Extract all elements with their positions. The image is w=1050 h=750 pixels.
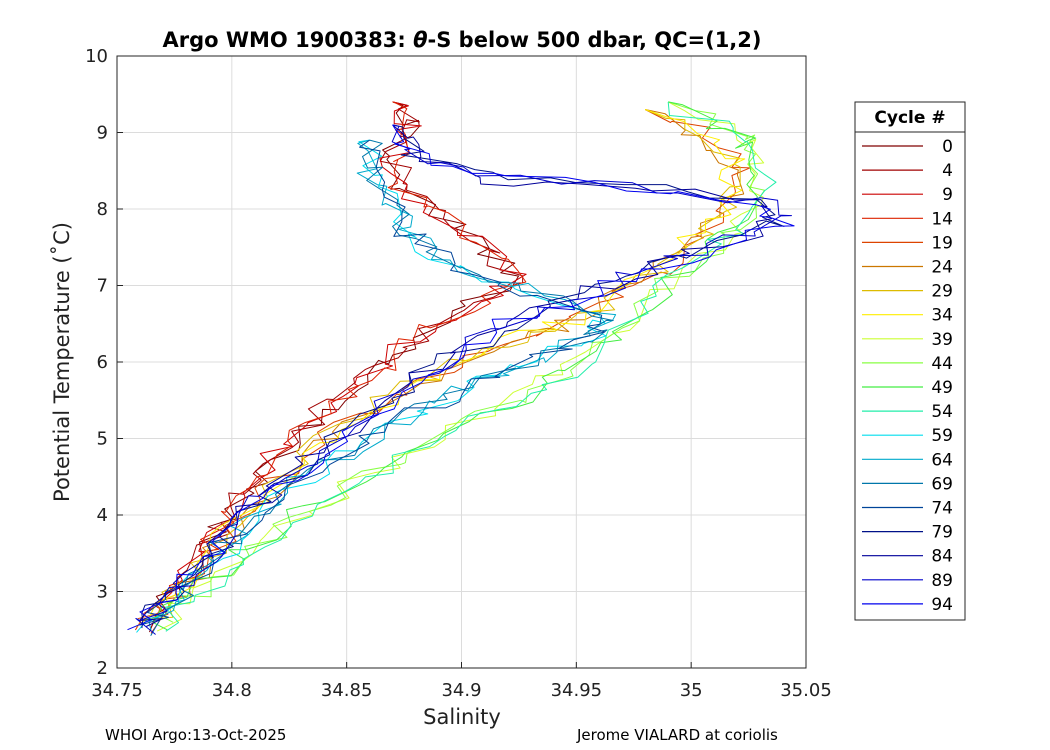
profile-line [152, 101, 758, 631]
legend-title: Cycle # [874, 108, 945, 128]
profile-line [134, 101, 527, 631]
legend-label: 19 [931, 233, 953, 253]
title-theta: θ [413, 28, 427, 52]
x-tick-label: 34.95 [551, 680, 603, 701]
y-tick-label: 4 [97, 505, 108, 526]
profile-line [139, 124, 772, 627]
x-tick-label: 35.05 [780, 680, 832, 701]
profile-line [135, 124, 792, 635]
legend-label: 79 [931, 523, 953, 543]
legend-label: 89 [931, 571, 953, 591]
x-tick-label: 34.85 [321, 680, 373, 701]
y-tick-label: 10 [85, 46, 108, 67]
legend-label: 69 [931, 474, 953, 494]
legend-label: 14 [931, 209, 953, 229]
profile-line [150, 139, 614, 636]
data-series [127, 101, 795, 636]
y-tick-label: 8 [97, 199, 108, 220]
legend-label: 9 [942, 185, 953, 205]
profile-line [143, 109, 745, 622]
profile-line [164, 101, 777, 632]
legend-label: 29 [931, 282, 953, 302]
title-prefix: Argo WMO 1900383: [162, 28, 413, 52]
legend-label: 4 [942, 161, 953, 181]
legend-label: 64 [931, 450, 953, 470]
profile-line [137, 109, 751, 620]
title-suffix: -S below 500 dbar, QC=(1,2) [428, 28, 762, 52]
legend-label: 0 [942, 137, 953, 157]
x-tick-label: 34.75 [91, 680, 143, 701]
legend-box [854, 101, 966, 621]
legend-label: 54 [931, 402, 953, 422]
x-tick-label: 34.9 [441, 680, 481, 701]
legend-label: 84 [931, 547, 953, 567]
profile-line [140, 109, 741, 621]
y-tick-label: 7 [97, 276, 108, 297]
y-tick-label: 3 [97, 582, 108, 603]
y-tick-label: 5 [97, 429, 108, 450]
profile-line [148, 139, 617, 631]
legend-label: 74 [931, 499, 953, 519]
y-tick-label: 6 [97, 352, 108, 373]
footer-left: WHOI Argo:13-Oct-2025 [105, 726, 287, 744]
legend-label: 49 [931, 378, 953, 398]
legend-label: 94 [931, 595, 953, 615]
legend-label: 39 [931, 330, 953, 350]
profile-line [127, 124, 795, 631]
y-axis-label: Potential Temperature (˚C) [50, 222, 74, 502]
x-tick-label: 34.8 [212, 680, 252, 701]
legend-label: 34 [931, 306, 953, 326]
y-tick-label: 9 [97, 123, 108, 144]
legend-label: 44 [931, 354, 953, 374]
legend: Cycle # 04914192429343944495459646974798… [854, 101, 966, 621]
legend-label: 24 [931, 258, 953, 278]
profile-line [156, 101, 765, 632]
profile-line [135, 109, 746, 628]
legend-label: 59 [931, 426, 953, 446]
x-tick-label: 35 [680, 680, 703, 701]
axis-ticks: 34.75 34.8 34.85 34.9 34.95 35 35.05 2 3 4 5 6 7 8 9 10 [85, 46, 832, 701]
footer-right: Jerome VIALARD at coriolis [577, 726, 778, 744]
profile-line [139, 139, 606, 626]
chart-title: Argo WMO 1900383: θ-S below 500 dbar, QC… [162, 28, 761, 52]
x-axis-label: Salinity [423, 705, 501, 729]
y-tick-label: 2 [97, 658, 108, 679]
